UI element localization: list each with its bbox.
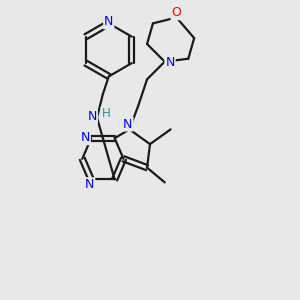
- Text: N: N: [80, 131, 90, 144]
- Text: N: N: [88, 110, 97, 123]
- Text: N: N: [85, 178, 94, 191]
- Text: O: O: [172, 6, 182, 19]
- Text: N: N: [104, 15, 113, 28]
- Text: H: H: [101, 107, 110, 120]
- Text: N: N: [165, 56, 175, 69]
- Text: N: N: [123, 118, 133, 130]
